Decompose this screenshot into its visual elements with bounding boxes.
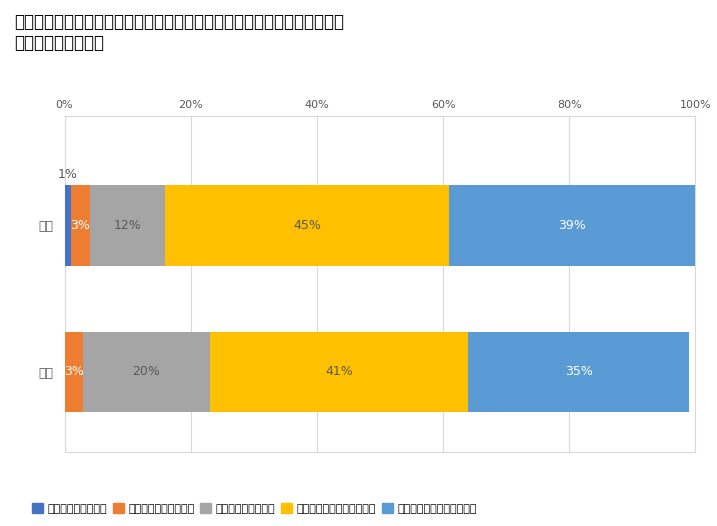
Bar [166, 185, 450, 266]
Bar [83, 331, 209, 412]
Text: 39%: 39% [559, 219, 587, 232]
Text: ［図表１２］入社予定の会社に対して持っているイメージ：経営者・経営: ［図表１２］入社予定の会社に対して持っているイメージ：経営者・経営 [14, 13, 344, 31]
Bar [209, 331, 468, 412]
Text: 35%: 35% [565, 366, 593, 378]
Bar [71, 185, 90, 266]
Bar [65, 185, 71, 266]
Text: 3%: 3% [70, 219, 90, 232]
Text: 理念が魅力的である: 理念が魅力的である [14, 34, 105, 52]
Text: 20%: 20% [133, 366, 161, 378]
Text: 45%: 45% [293, 219, 321, 232]
Text: 1%: 1% [58, 168, 77, 181]
Text: 41%: 41% [325, 366, 353, 378]
Bar [65, 331, 83, 412]
Text: 3%: 3% [64, 366, 84, 378]
Legend: イメージは全くない, イメージはあまりない, どちらともいえない, イメージをやや持っている, イメージを強く持っている: イメージは全くない, イメージはあまりない, どちらともいえない, イメージをや… [32, 503, 477, 514]
Bar [90, 185, 166, 266]
Bar [468, 331, 689, 412]
Bar [450, 185, 695, 266]
Text: 12%: 12% [114, 219, 141, 232]
